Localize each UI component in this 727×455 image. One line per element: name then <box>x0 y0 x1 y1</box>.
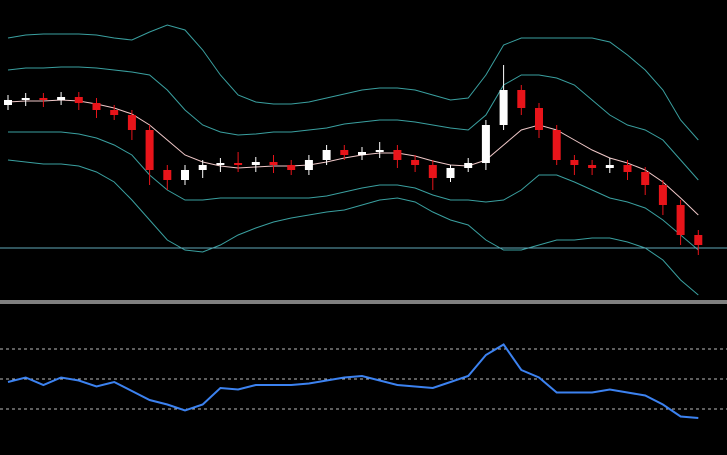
candle-body <box>304 160 313 170</box>
candle-body <box>21 98 30 100</box>
candle-body <box>39 98 48 100</box>
candle-body <box>676 205 685 235</box>
candle-body <box>623 165 632 172</box>
candle-body <box>428 165 437 178</box>
candle-body <box>269 162 278 165</box>
bollinger-band <box>7 66 699 181</box>
candle-body <box>535 108 543 130</box>
candle-body <box>517 90 526 108</box>
candle-body <box>658 185 667 205</box>
candle-body <box>499 90 508 125</box>
candle-body <box>216 163 225 165</box>
oscillator-line <box>7 343 699 419</box>
candle-body <box>358 152 366 155</box>
candle-body <box>198 165 207 170</box>
bollinger-band <box>8 131 699 251</box>
candle-body <box>163 170 172 180</box>
candle-body <box>340 150 349 155</box>
candle-body <box>145 130 154 170</box>
candle-body <box>694 235 703 245</box>
candle-body <box>4 100 12 105</box>
candle-body <box>322 150 331 160</box>
candle-body <box>588 165 597 168</box>
candle-body <box>127 115 136 130</box>
bollinger-band <box>7 24 699 141</box>
candle-body <box>234 163 243 165</box>
candle-body <box>605 165 614 168</box>
candle-body <box>375 150 384 152</box>
candle-body <box>181 170 189 180</box>
candle-body <box>92 103 101 110</box>
candle-body <box>570 160 579 165</box>
candle-body <box>251 162 260 165</box>
candle-body <box>393 150 402 160</box>
moving-average <box>7 99 699 216</box>
candle-body <box>110 110 119 115</box>
candle-body <box>57 97 66 100</box>
candle-body <box>411 160 420 165</box>
candle-body <box>552 130 561 160</box>
candle-body <box>464 163 473 168</box>
candle-body <box>287 165 296 170</box>
candle-body <box>74 97 83 103</box>
candle-body <box>481 125 490 163</box>
bollinger-band <box>7 159 699 296</box>
candle-body <box>446 168 455 178</box>
candle-body <box>641 172 650 185</box>
